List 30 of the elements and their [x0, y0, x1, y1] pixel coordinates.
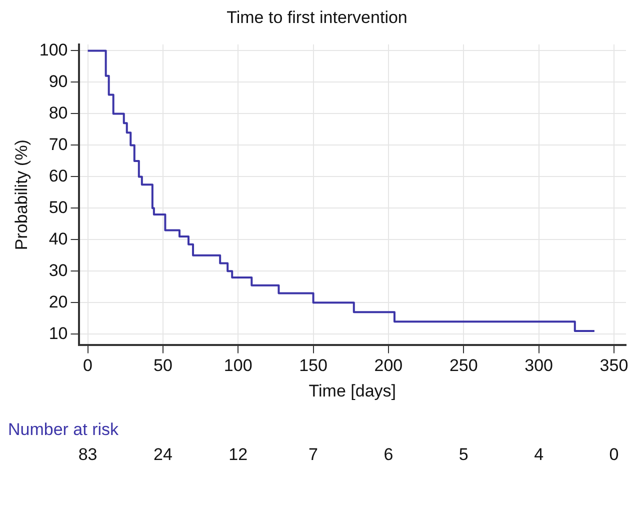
- y-tick-label: 20: [48, 292, 68, 312]
- text: Number at risk: [8, 420, 120, 439]
- x-tick-label: 150: [299, 356, 328, 376]
- y-tick-label: 30: [48, 260, 68, 280]
- x-axis-title: Time [days]: [308, 381, 396, 400]
- y-tick-label: 50: [48, 198, 68, 217]
- text: 6: [384, 444, 394, 464]
- y-tick-label: 80: [48, 103, 68, 122]
- y-tick-label: 90: [48, 72, 68, 91]
- x-tick-label: 300: [524, 356, 553, 376]
- text: 4: [534, 444, 544, 464]
- y-tick-label: 40: [48, 229, 68, 248]
- x-tick-label: 350: [600, 356, 628, 376]
- text: 24: [153, 444, 172, 464]
- y-tick-label: 100: [39, 40, 68, 60]
- x-tick-label: 200: [374, 356, 403, 376]
- text: 83: [78, 444, 98, 464]
- text: 12: [228, 444, 248, 464]
- chart-title: Time to first intervention: [226, 8, 408, 27]
- x-tick-label: 250: [449, 356, 478, 376]
- text: 7: [308, 444, 318, 464]
- x-tick-label: 0: [83, 356, 93, 376]
- text: 5: [458, 444, 468, 464]
- y-axis-title: Probability (%): [12, 140, 31, 250]
- y-tick-label: 70: [48, 134, 68, 154]
- x-tick-label: 50: [153, 356, 172, 376]
- y-tick-label: 10: [48, 324, 68, 343]
- x-tick-label: 100: [224, 356, 252, 376]
- y-tick-label: 60: [48, 166, 68, 186]
- text: 0: [609, 444, 619, 464]
